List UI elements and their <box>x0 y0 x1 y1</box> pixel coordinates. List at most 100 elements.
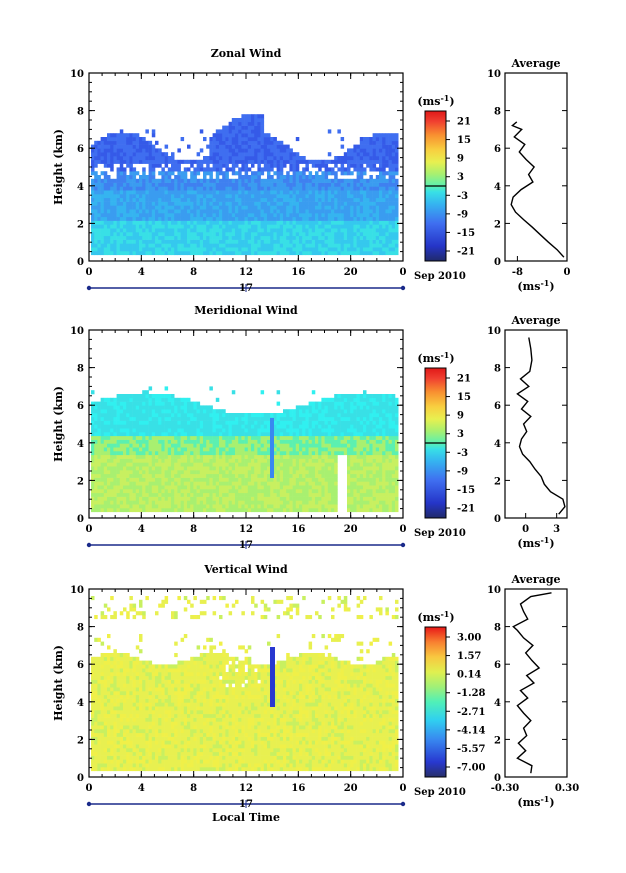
y-tick-label: 0 <box>77 773 84 784</box>
y-tick-label: 8 <box>77 364 84 375</box>
colorbar-unit: (ms-1) <box>417 609 454 624</box>
average-y-tick-label: 0 <box>494 257 501 268</box>
y-tick-label: 2 <box>77 735 84 746</box>
average-y-tick-label: 10 <box>487 326 501 337</box>
average-y-tick-label: 8 <box>494 364 501 375</box>
x-tick-label: 8 <box>190 267 197 278</box>
y-tick-label: 10 <box>70 69 84 80</box>
colorbar-tick-label: -21 <box>457 247 475 258</box>
x-tick-label: 8 <box>190 783 197 794</box>
colorbar-tick-label: 3.00 <box>457 633 481 644</box>
average-y-tick-label: 2 <box>494 219 501 230</box>
x-tick-label: 20 <box>344 783 358 794</box>
y-tick-label: 6 <box>77 144 84 155</box>
colorbar-tick-label: 1.57 <box>457 651 481 662</box>
average-x-tick-label: -8 <box>512 267 523 278</box>
y-tick-label: 6 <box>77 401 84 412</box>
x-tick-label: 0 <box>400 267 407 278</box>
y-tick-label: 4 <box>77 698 84 709</box>
x-tick-label: 0 <box>86 267 93 278</box>
date-tick-label: 17 <box>239 283 253 294</box>
average-profile-line <box>510 121 565 258</box>
x-tick-label: 4 <box>138 524 145 535</box>
average-y-tick-label: 6 <box>494 401 501 412</box>
colorbar-tick-label: 3 <box>457 172 464 183</box>
updraft-streak <box>270 647 275 707</box>
colorbar-unit: (ms-1) <box>417 350 454 365</box>
chart-title: Zonal Wind <box>211 47 282 60</box>
colorbar-tick-label: -15 <box>457 228 475 239</box>
y-tick-label: 8 <box>77 623 84 634</box>
y-tick-label: 10 <box>70 585 84 596</box>
average-unit: (ms-1) <box>517 535 554 550</box>
x-tick-label: 0 <box>86 524 93 535</box>
x-tick-label: 0 <box>400 783 407 794</box>
colorbar-tick-label: 15 <box>457 135 471 146</box>
average-y-tick-label: 0 <box>494 514 501 525</box>
colorbar-tick-label: 21 <box>457 374 471 385</box>
x-tick-label: 12 <box>239 267 253 278</box>
heatmap-cells <box>91 386 399 513</box>
colorbar-tick-label: -7.00 <box>457 763 486 774</box>
y-tick-label: 4 <box>77 439 84 450</box>
colorbar-tick-label: -3 <box>457 448 468 459</box>
chart-title: Meridional Wind <box>194 304 298 317</box>
average-y-tick-label: 8 <box>494 107 501 118</box>
y-axis-label: Height (km) <box>52 645 65 721</box>
y-tick-label: 8 <box>77 107 84 118</box>
colorbar-tick-label: 0.14 <box>457 670 481 681</box>
chart-title: Vertical Wind <box>203 563 288 576</box>
x-tick-label: 16 <box>291 267 305 278</box>
x-tick-label: 4 <box>138 783 145 794</box>
heatmap-cells <box>91 596 399 772</box>
average-title: Average <box>510 573 560 586</box>
average-unit: (ms-1) <box>517 278 554 293</box>
date-tick-label: 17 <box>239 540 253 551</box>
colorbar-tick-label: -21 <box>457 504 475 515</box>
colorbar-tick-label: -4.14 <box>457 725 486 736</box>
average-y-tick-label: 2 <box>494 476 501 487</box>
y-tick-label: 2 <box>77 476 84 487</box>
streak <box>270 418 274 478</box>
average-x-tick-label: 0 <box>522 524 529 535</box>
y-tick-label: 4 <box>77 182 84 193</box>
average-y-tick-label: 6 <box>494 144 501 155</box>
x-tick-label: 20 <box>344 267 358 278</box>
average-y-tick-label: 4 <box>494 698 501 709</box>
colorbar-tick-label: -9 <box>457 209 468 220</box>
colorbar-tick-label: 15 <box>457 392 471 403</box>
average-unit: (ms-1) <box>517 794 554 809</box>
colorbar-tick-label: -9 <box>457 466 468 477</box>
average-y-tick-label: 10 <box>487 585 501 596</box>
average-profile-line <box>512 592 552 774</box>
colorbar-tick-label: 3 <box>457 429 464 440</box>
average-frame <box>504 72 568 262</box>
average-frame <box>504 329 568 519</box>
average-x-tick-label: -0.30 <box>491 783 520 794</box>
average-x-tick-label: 3 <box>553 524 560 535</box>
heatmap-cells <box>91 114 399 256</box>
date-label: Sep 2010 <box>414 271 466 282</box>
x-tick-label: 4 <box>138 267 145 278</box>
x-axis-label: Local Time <box>212 811 280 824</box>
colorbar-unit: (ms-1) <box>417 93 454 108</box>
x-tick-label: 16 <box>291 524 305 535</box>
date-label: Sep 2010 <box>414 528 466 539</box>
x-tick-label: 20 <box>344 524 358 535</box>
y-axis-label: Height (km) <box>52 386 65 462</box>
average-title: Average <box>510 57 560 70</box>
average-title: Average <box>510 314 560 327</box>
y-tick-label: 0 <box>77 257 84 268</box>
colorbar-tick-label: -3 <box>457 191 468 202</box>
x-tick-label: 0 <box>400 524 407 535</box>
y-tick-label: 2 <box>77 219 84 230</box>
colorbar-tick-label: 21 <box>457 117 471 128</box>
colorbar-tick-label: -1.28 <box>457 688 486 699</box>
average-y-tick-label: 2 <box>494 735 501 746</box>
average-y-tick-label: 0 <box>494 773 501 784</box>
date-tick-label: 17 <box>239 799 253 810</box>
average-x-tick-label: 0 <box>564 267 571 278</box>
